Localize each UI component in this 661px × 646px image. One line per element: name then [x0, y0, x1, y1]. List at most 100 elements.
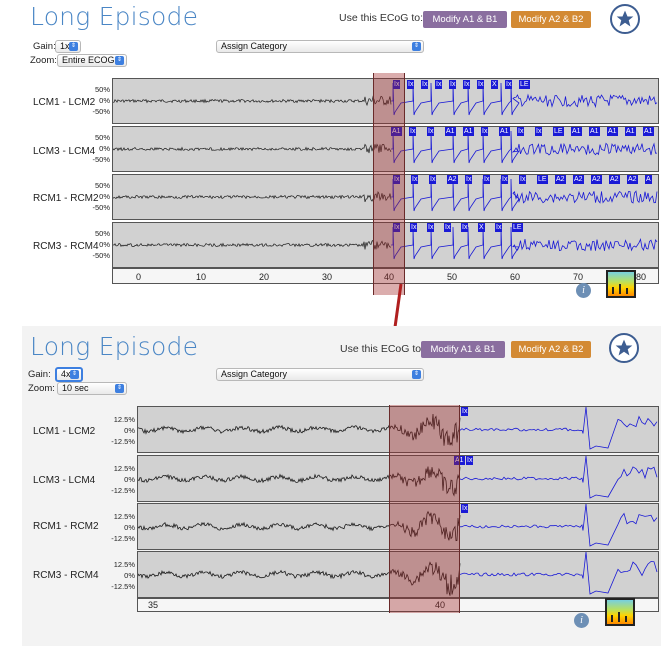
x-tick: 40	[435, 600, 446, 610]
gain-label: Gain:	[28, 369, 51, 380]
eeg-trace-row[interactable]: Ix	[137, 503, 659, 550]
annotation-tag[interactable]: Ix	[463, 80, 471, 89]
modify-a2-b2-button[interactable]: Modify A2 & B2	[511, 341, 591, 358]
eeg-trace-row[interactable]: A1 Ix Ix A1 A1 Ix A1 Ix Ix LE A1 A1 A1 A1 A1	[112, 126, 659, 172]
annotation-tag[interactable]: Ix	[517, 127, 525, 136]
annotation-tag[interactable]: A1	[445, 127, 456, 136]
spectrogram-icon[interactable]	[606, 270, 636, 298]
info-icon[interactable]: i	[576, 283, 591, 298]
annotation-tag[interactable]: Ix	[427, 127, 435, 136]
annotation-tag[interactable]: Ix	[407, 80, 415, 89]
eeg-trace-row[interactable]: Ix Ix Ix A2 Ix Ix Ix Ix LE A2 A2 A2 A2 A2 A	[112, 174, 659, 220]
eeg-trace-row[interactable]: Ix Ix Ix Ix Ix Ix Ix X Ix LE	[112, 78, 659, 124]
annotation-tag[interactable]: Ix	[461, 223, 469, 232]
annotation-tag[interactable]: Ix	[435, 80, 443, 89]
annotation-tag[interactable]: Ix	[393, 223, 401, 232]
gain-select[interactable]: 1x ⇕	[55, 40, 81, 53]
amp-tick: 50%	[94, 229, 110, 238]
annotation-tag[interactable]: Ix	[481, 127, 489, 136]
modify-a2-b2-button[interactable]: Modify A2 & B2	[511, 11, 591, 28]
annotation-tag[interactable]: A2	[555, 175, 566, 184]
annotation-tag[interactable]: Ix	[495, 223, 503, 232]
x-tick: 80	[636, 272, 647, 282]
annotation-tag[interactable]: A1	[391, 127, 402, 136]
info-icon[interactable]: i	[574, 613, 589, 628]
annotation-tag[interactable]: Ix	[477, 80, 485, 89]
annotation-tag[interactable]: A2	[447, 175, 458, 184]
selection-highlight[interactable]	[373, 73, 405, 295]
gain-select[interactable]: 4x ⇕	[55, 367, 83, 382]
amp-tick: -50%	[92, 251, 110, 260]
trace-pre-event	[113, 190, 392, 203]
page-title: Long Episode	[30, 332, 199, 361]
zoom-value: Entire ECOG	[62, 55, 115, 65]
favorite-button[interactable]	[609, 333, 639, 363]
x-tick: 35	[148, 600, 159, 610]
annotation-tag[interactable]: Ix	[444, 223, 452, 232]
annotation-tag[interactable]: Ix	[535, 127, 543, 136]
trace-pre-event	[138, 466, 461, 497]
modify-a1-b1-button[interactable]: Modify A1 & B1	[421, 341, 505, 358]
annotation-tag[interactable]: A2	[573, 175, 584, 184]
annotation-tag[interactable]: Ix	[429, 175, 437, 184]
amp-tick: 0%	[124, 426, 135, 435]
annotation-tag[interactable]: A1	[499, 127, 510, 136]
annotation-tag[interactable]: A2	[627, 175, 638, 184]
selection-highlight[interactable]	[389, 405, 460, 613]
assign-category-select[interactable]: Assign Category ⇕	[216, 40, 424, 53]
trace-post-event	[391, 178, 658, 212]
annotation-tag[interactable]: Ix	[465, 175, 473, 184]
assign-category-select[interactable]: Assign Category ⇕	[216, 368, 424, 381]
annotation-tag[interactable]: Ix	[461, 504, 469, 513]
chevron-updown-icon: ⇕	[412, 42, 421, 51]
annotation-tag[interactable]: Ix	[393, 175, 401, 184]
annotation-tag[interactable]: A	[645, 175, 652, 184]
annotation-tag[interactable]: LE	[519, 80, 530, 89]
spectrogram-mark	[611, 615, 613, 622]
zoom-select[interactable]: Entire ECOG ⇕	[57, 54, 127, 67]
annotation-tag[interactable]: Ix	[421, 80, 429, 89]
annotation-tag[interactable]: Ix	[409, 127, 417, 136]
annotation-tag[interactable]: Ix	[411, 175, 419, 184]
eeg-trace-row[interactable]: Ix	[137, 406, 659, 453]
annotation-tag[interactable]: Ix	[427, 223, 435, 232]
use-ecog-label: Use this ECoG to:	[339, 12, 424, 24]
spectrogram-icon[interactable]	[605, 598, 635, 626]
annotation-tag[interactable]: A1	[571, 127, 582, 136]
channel-label: LCM3 - LCM4	[33, 146, 96, 157]
annotation-tag[interactable]: A1	[625, 127, 636, 136]
annotation-tag[interactable]: LE	[512, 223, 523, 232]
annotation-tag[interactable]: A1	[463, 127, 474, 136]
annotation-tag[interactable]: A2	[591, 175, 602, 184]
annotation-tag[interactable]: Ix	[410, 223, 418, 232]
channel-label: RCM1 - RCM2	[33, 193, 99, 204]
favorite-button[interactable]	[610, 4, 640, 34]
annotation-tag[interactable]: LE	[537, 175, 548, 184]
amp-tick: 12.5%	[113, 560, 135, 569]
annotation-tag[interactable]: A1	[607, 127, 618, 136]
annotation-tag[interactable]: Ix	[519, 175, 527, 184]
annotation-tag[interactable]: X	[491, 80, 498, 89]
annotation-tag[interactable]: Ix	[466, 456, 474, 465]
trace-svg	[113, 226, 658, 260]
annotation-tag[interactable]: A1	[643, 127, 654, 136]
zoom-select[interactable]: 10 sec ⇕	[57, 382, 127, 395]
eeg-trace-row[interactable]: A1 Ix	[137, 455, 659, 502]
annotation-tag[interactable]: Ix	[461, 407, 469, 416]
annotation-tag[interactable]: Ix	[393, 80, 401, 89]
modify-a1-b1-button[interactable]: Modify A1 & B1	[423, 11, 507, 28]
eeg-trace-row[interactable]	[137, 551, 659, 598]
annotation-tag[interactable]: Ix	[483, 175, 491, 184]
trace-post-event	[459, 504, 658, 547]
annotation-tag[interactable]: Ix	[449, 80, 457, 89]
spectrogram-mark	[626, 288, 628, 294]
trace-pre-event	[138, 413, 461, 447]
annotation-tag[interactable]: Ix	[501, 175, 509, 184]
annotation-tag[interactable]: Ix	[505, 80, 513, 89]
annotation-tag[interactable]: A2	[609, 175, 620, 184]
annotation-tag[interactable]: X	[478, 223, 485, 232]
annotation-tag[interactable]: LE	[553, 127, 564, 136]
amp-tick: -12.5%	[111, 486, 135, 495]
eeg-trace-row[interactable]: Ix Ix Ix Ix Ix X Ix LE	[112, 222, 659, 268]
annotation-tag[interactable]: A1	[589, 127, 600, 136]
